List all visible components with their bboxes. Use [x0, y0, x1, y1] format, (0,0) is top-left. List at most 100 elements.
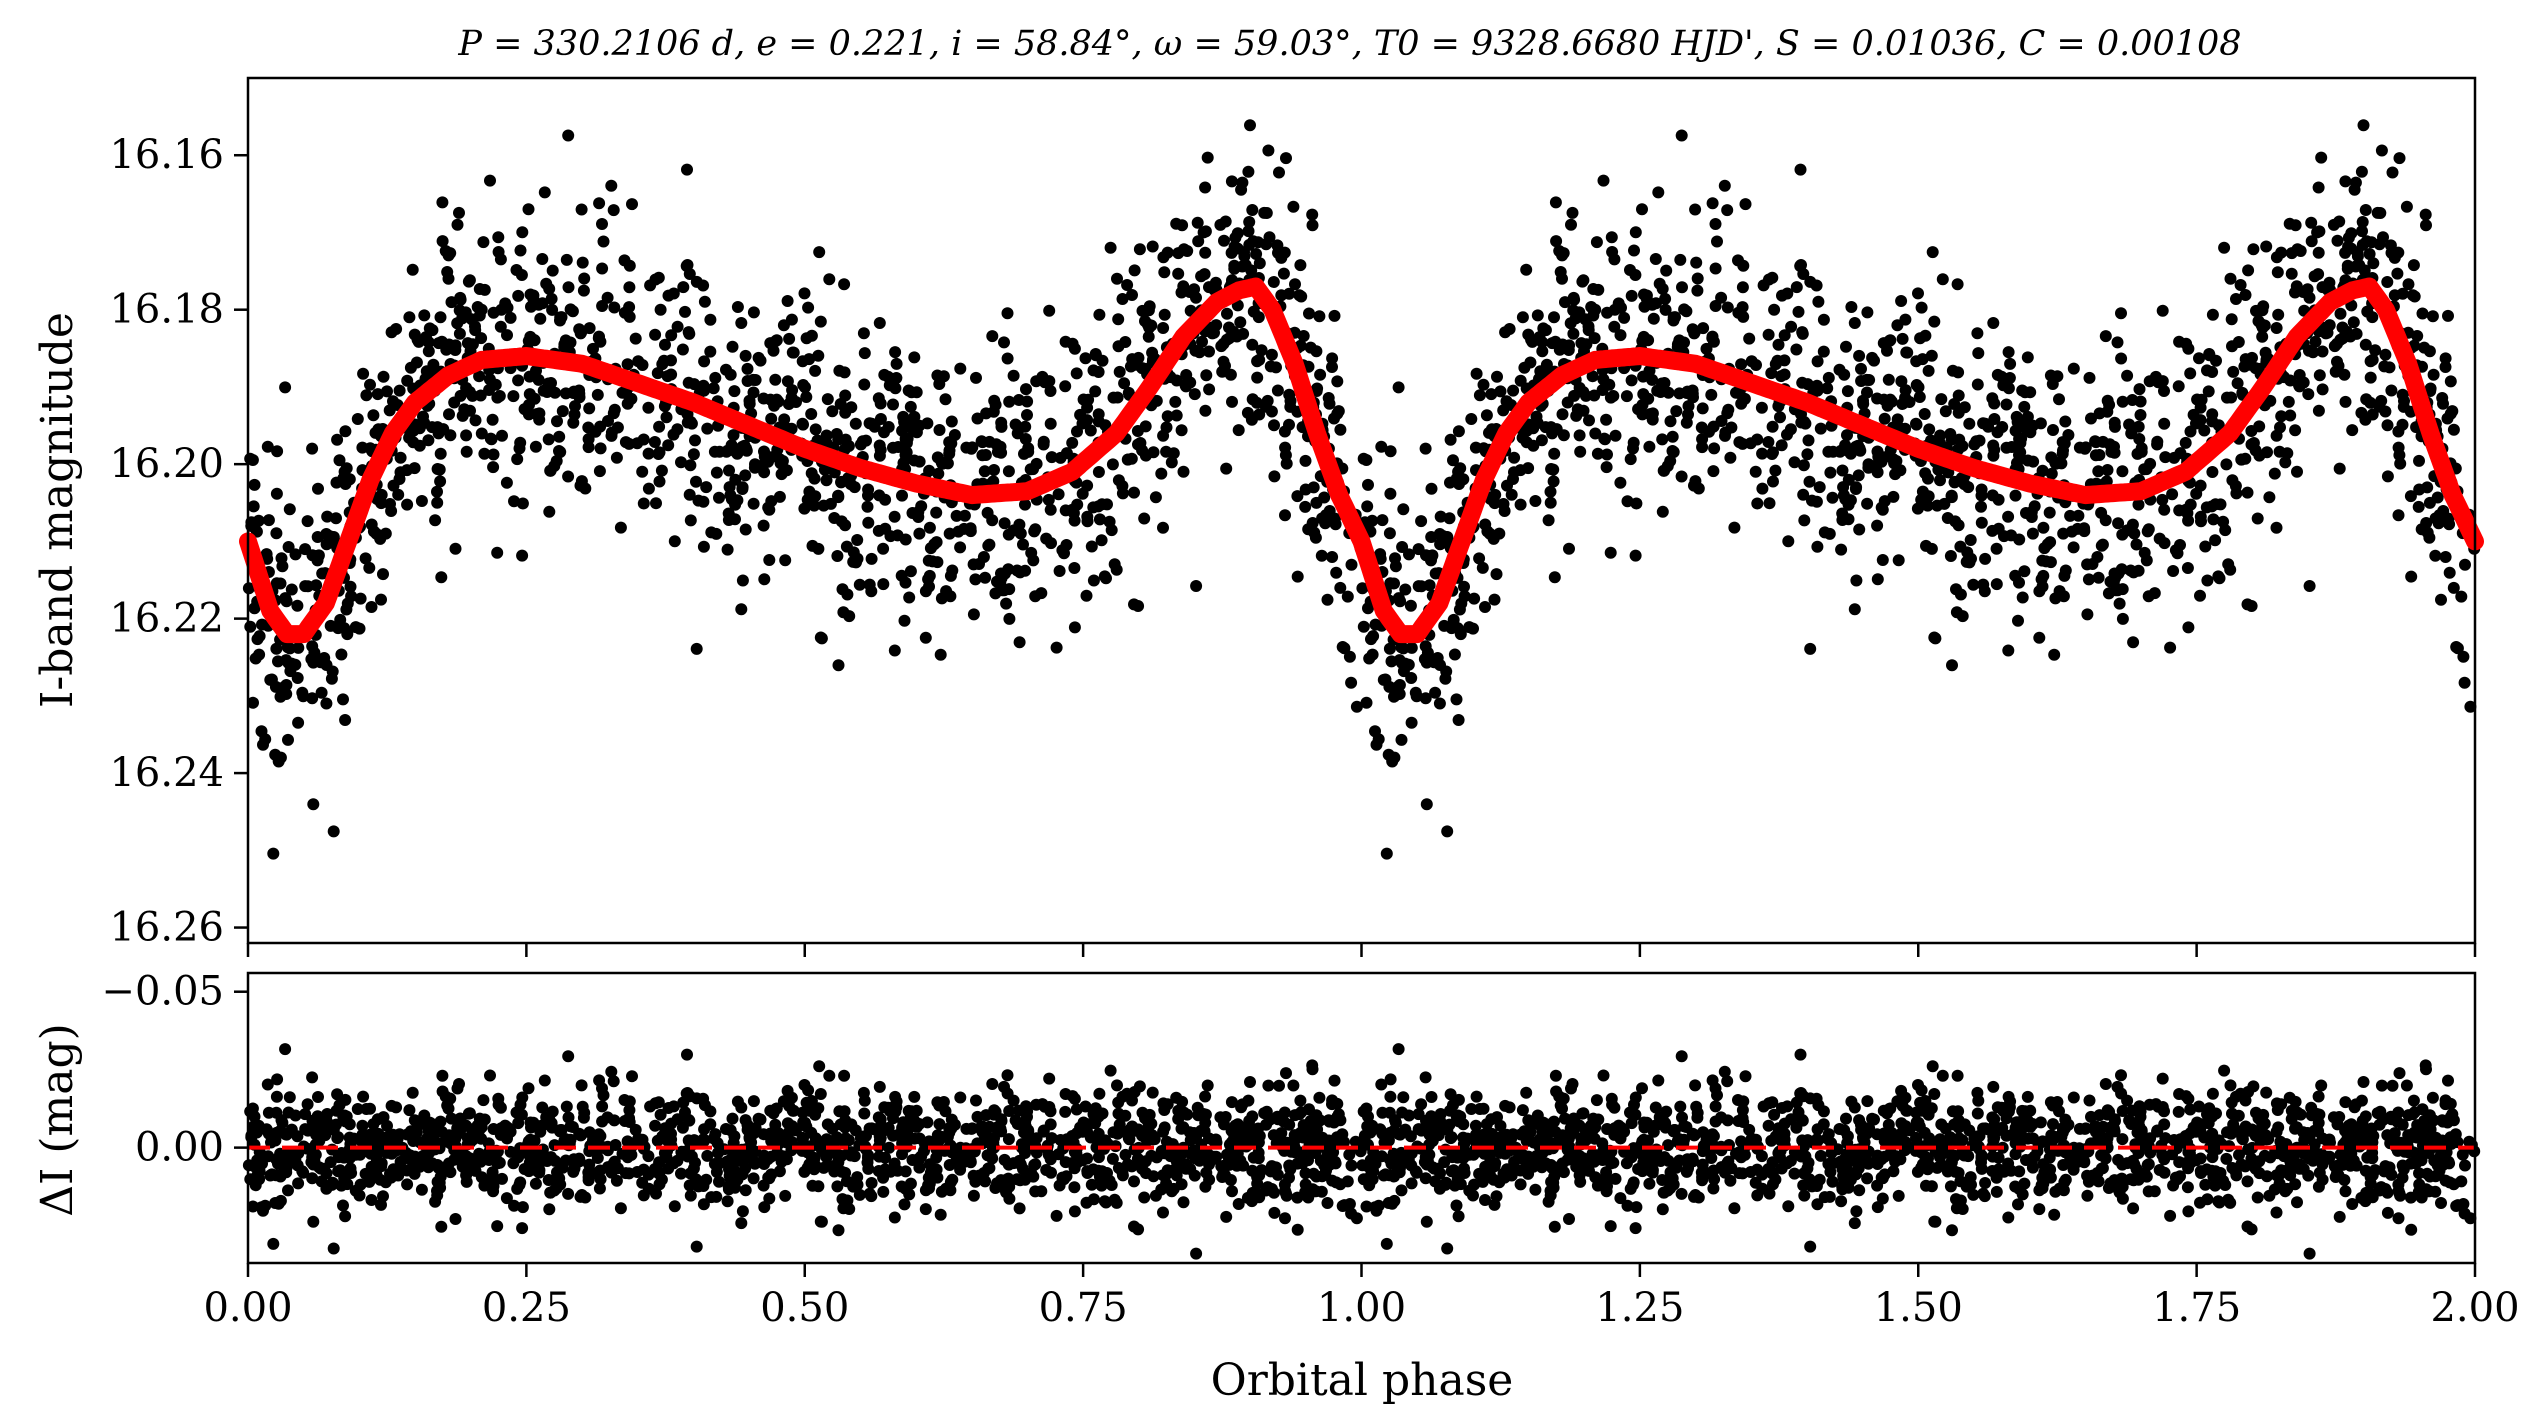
data-point: [512, 374, 525, 387]
data-point: [1291, 570, 1304, 583]
data-point: [1674, 253, 1687, 266]
data-point: [798, 287, 811, 300]
data-point: [1666, 430, 1679, 443]
data-point: [623, 301, 636, 314]
residual-point: [649, 1119, 662, 1132]
data-point: [1845, 301, 1858, 313]
residual-point: [491, 1220, 504, 1233]
data-point: [1330, 566, 1343, 579]
data-point: [403, 311, 416, 324]
data-point: [736, 440, 749, 453]
data-point: [335, 648, 348, 661]
residual-point: [2272, 1121, 2285, 1134]
data-point: [1817, 345, 1830, 358]
data-point: [2113, 597, 2126, 610]
residual-point: [2081, 1189, 2094, 1202]
data-point: [562, 281, 575, 294]
data-point: [1493, 527, 1506, 540]
data-point: [1912, 287, 1924, 300]
data-point: [736, 481, 749, 494]
data-point: [1964, 534, 1977, 546]
data-point: [930, 536, 943, 549]
data-point: [484, 432, 497, 445]
data-point: [1279, 509, 1291, 522]
data-point: [1566, 206, 1579, 219]
data-point: [1728, 521, 1741, 534]
data-point: [274, 751, 287, 764]
data-point: [1690, 256, 1703, 269]
data-point: [2285, 267, 2298, 280]
data-point: [800, 391, 813, 403]
data-point: [413, 439, 426, 452]
data-point: [2281, 447, 2294, 460]
data-point: [2164, 641, 2177, 654]
data-point: [1030, 375, 1043, 388]
data-point: [906, 422, 919, 435]
residual-point: [2181, 1181, 2194, 1194]
data-point: [2443, 566, 2456, 579]
data-point: [1801, 448, 1814, 461]
data-point: [1885, 395, 1898, 408]
residual-point: [1503, 1101, 1516, 1114]
data-point: [1792, 305, 1805, 318]
data-point: [2000, 398, 2013, 411]
residual-point: [1273, 1079, 1285, 1092]
data-point: [466, 338, 479, 351]
data-point: [2297, 286, 2310, 298]
data-point: [345, 590, 358, 603]
data-point: [1624, 453, 1637, 466]
data-point: [2012, 614, 2024, 627]
data-point: [605, 429, 618, 442]
data-point: [1848, 317, 1861, 329]
data-point: [1769, 464, 1782, 477]
data-point: [735, 603, 748, 616]
residual-point: [1636, 1082, 1648, 1095]
data-point: [1142, 330, 1155, 343]
data-point: [834, 398, 847, 410]
data-point: [2316, 345, 2329, 358]
data-point: [1238, 250, 1251, 263]
data-point: [1476, 561, 1489, 574]
data-point: [483, 384, 496, 396]
data-point: [2173, 335, 2186, 348]
data-point: [2143, 375, 2156, 388]
residual-point: [1674, 1100, 1687, 1113]
data-point: [682, 326, 695, 339]
data-point: [747, 497, 760, 510]
data-point: [2195, 393, 2208, 406]
data-point: [1892, 554, 1905, 567]
data-point: [2329, 365, 2342, 378]
data-point: [729, 473, 742, 486]
data-point: [283, 503, 296, 516]
data-point: [1596, 384, 1609, 396]
data-point: [2043, 506, 2056, 519]
data-point: [2005, 529, 2018, 542]
data-point: [1019, 433, 1032, 445]
data-point: [1028, 525, 1041, 538]
residual-point: [2379, 1183, 2392, 1195]
data-point: [1116, 293, 1129, 305]
data-point: [1059, 335, 1072, 348]
data-point: [805, 467, 818, 480]
data-point: [2142, 590, 2155, 603]
data-point: [1255, 344, 1268, 357]
residual-point: [626, 1070, 638, 1083]
data-point: [394, 451, 407, 464]
data-point: [642, 482, 655, 495]
data-point: [1251, 371, 1264, 384]
data-point: [720, 363, 732, 376]
data-point: [762, 455, 774, 468]
data-point: [1225, 175, 1238, 188]
data-point: [2027, 455, 2040, 468]
data-point: [443, 338, 456, 351]
data-point: [1692, 482, 1705, 495]
data-point: [534, 312, 547, 325]
data-point: [2173, 504, 2186, 517]
data-point: [2018, 400, 2031, 413]
data-point: [2002, 510, 2015, 523]
residual-point: [1936, 1069, 1949, 1082]
data-point: [2381, 276, 2394, 288]
data-point: [1624, 264, 1636, 276]
data-point: [2268, 467, 2281, 480]
data-point: [1962, 481, 1975, 494]
